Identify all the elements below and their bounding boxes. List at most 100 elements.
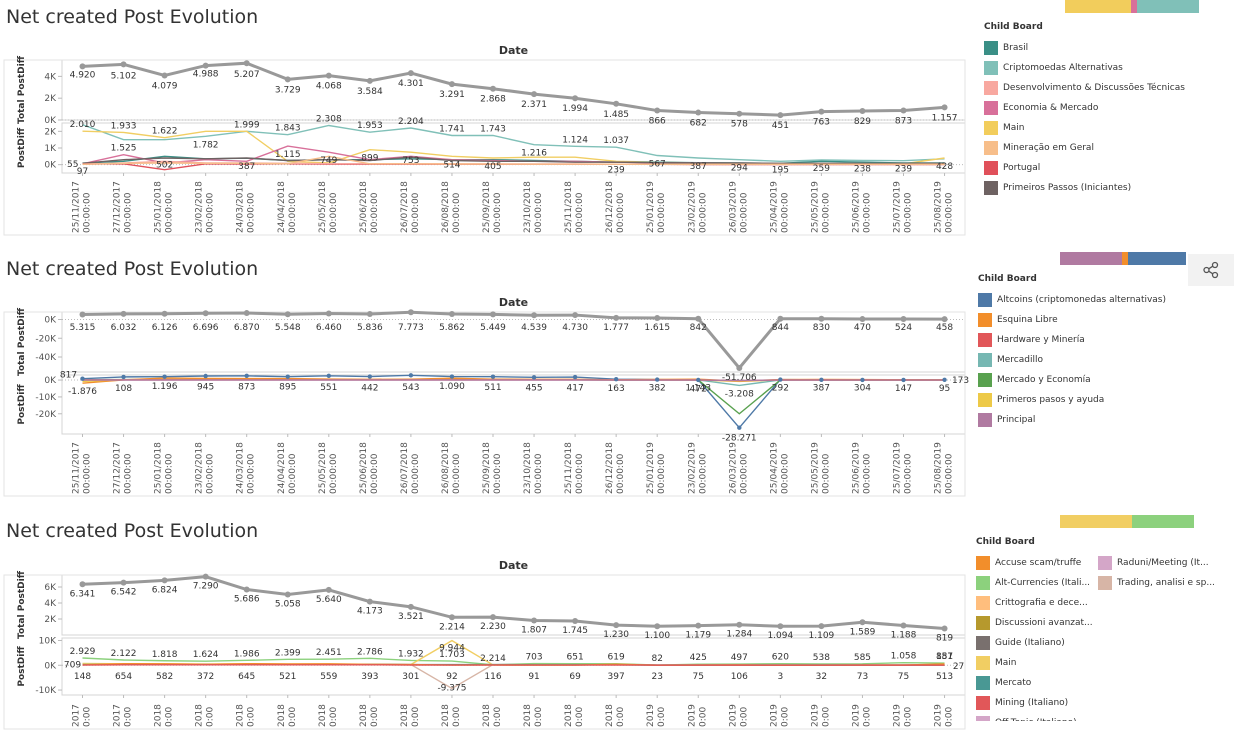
legend-item[interactable]: Mercadillo — [978, 350, 1166, 370]
x-tick-label: 25/01/2018 — [154, 181, 164, 233]
y-axis-title-bottom: PostDiff — [17, 127, 27, 168]
total-point — [243, 60, 250, 67]
legend-swatch — [978, 293, 992, 307]
series-data-label: 428 — [936, 162, 953, 172]
x-tick-label: 0:00 — [945, 707, 955, 727]
series-point — [449, 374, 455, 379]
legend-item[interactable]: Mercato — [976, 673, 1094, 693]
series-point — [819, 377, 824, 383]
total-point — [161, 577, 168, 584]
series-data-label: 147 — [895, 384, 912, 394]
total-data-label: 1.615 — [644, 323, 670, 333]
legend-item[interactable]: Main — [976, 653, 1094, 673]
x-tick-label: 00:00:00 — [739, 192, 749, 233]
legend-swatch — [984, 121, 998, 135]
legend-item[interactable]: Trading, analisi e sp... — [1098, 573, 1215, 593]
x-tick-label: 00:00:00 — [247, 453, 257, 494]
total-point — [202, 62, 209, 69]
total-point — [161, 310, 168, 317]
legend-label: Mineração em Geral — [1003, 143, 1094, 153]
series-data-label: 654 — [115, 672, 132, 682]
y-tick-label: 10K — [39, 636, 57, 646]
series-data-label: 108 — [115, 384, 132, 394]
legend-item[interactable]: Mercado y Economía — [978, 370, 1166, 390]
legend-item[interactable]: Primeros pasos y ayuda — [978, 390, 1166, 410]
legend-item[interactable]: Portugal — [984, 158, 1185, 178]
series-data-label: 1.196 — [152, 382, 178, 392]
total-point — [736, 621, 743, 628]
legend-item[interactable]: Primeiros Passos (Iniciantes) — [984, 178, 1185, 198]
x-tick-label: 00:00:00 — [698, 192, 708, 233]
series-data-label: 397 — [608, 672, 625, 682]
x-tick-label: 25/05/2019 — [810, 181, 820, 233]
series-line — [82, 124, 945, 163]
legend-item[interactable]: Crittografia e dece... — [976, 593, 1094, 613]
dashboard-title-2: Net created Post Evolution — [6, 258, 259, 280]
x-tick-label: 24/04/2018 — [277, 442, 287, 494]
legend-item[interactable]: Mineração em Geral — [984, 138, 1185, 158]
series-data-label: -1.876 — [68, 387, 97, 397]
total-line — [82, 310, 945, 371]
legend-item[interactable]: Hardware y Minería — [978, 330, 1166, 350]
legend-label: Main — [1003, 123, 1025, 133]
series-data-label: 163 — [608, 384, 625, 394]
legend-item[interactable]: Guide (Italiano) — [976, 633, 1094, 653]
x-tick-label: 0:00 — [739, 707, 749, 727]
total-data-label: 5.640 — [316, 595, 342, 605]
series-data-label: 645 — [238, 672, 255, 682]
y-tick-label: -20K — [35, 334, 57, 344]
y-tick-label: 1K — [44, 144, 57, 154]
legend-item[interactable]: Raduni/Meeting (It... — [1098, 553, 1215, 573]
y-tick-label: -40K — [35, 353, 57, 363]
legend-item[interactable]: Esquina Libre — [978, 310, 1166, 330]
x-tick-label: 2018 — [318, 704, 328, 727]
legend-item[interactable]: Brasil — [984, 38, 1185, 58]
y-tick-label: -10K — [35, 393, 57, 403]
series-data-label: 582 — [156, 672, 173, 682]
legend-label: Altcoins (criptomonedas alternativas) — [997, 295, 1167, 305]
legend-item[interactable]: Off-Topic (Italiano) — [976, 713, 1094, 721]
legend-item[interactable]: Principal — [978, 410, 1166, 430]
legend-label: Off-Topic (Italiano) — [995, 718, 1077, 721]
total-data-label: 5.862 — [439, 323, 465, 333]
total-data-label: 6.870 — [234, 323, 260, 333]
legend-item[interactable]: Alt-Currencies (Itali... — [976, 573, 1094, 593]
total-data-label: 1.994 — [562, 104, 588, 114]
x-tick-label: 0:00 — [370, 707, 380, 727]
x-tick-label: 0:00 — [411, 707, 421, 727]
total-data-label: 682 — [690, 119, 707, 129]
series-data-label: 521 — [279, 672, 296, 682]
series-point — [572, 374, 578, 380]
series-data-label: 27 — [953, 662, 964, 672]
legend-label: Mercado y Economía — [997, 375, 1091, 385]
total-data-label: 1.807 — [521, 626, 547, 636]
total-data-label: 6.341 — [70, 589, 96, 599]
series-point — [942, 377, 947, 382]
x-tick-label: 26/12/2018 — [605, 442, 615, 494]
series-data-label: 749 — [320, 156, 337, 166]
total-point — [407, 309, 414, 316]
total-point — [941, 625, 948, 632]
share-button[interactable] — [1188, 254, 1234, 286]
total-point — [695, 109, 702, 116]
x-tick-label: 2019 — [728, 704, 738, 727]
legend-item[interactable]: Mining (Italiano) — [976, 693, 1094, 713]
series-data-label: 301 — [402, 672, 419, 682]
total-data-label: 2.214 — [439, 622, 465, 632]
legend-item[interactable]: Accuse scam/truffe — [976, 553, 1094, 573]
x-tick-label: 23/02/2018 — [195, 442, 205, 494]
total-point — [859, 316, 866, 323]
legend-item[interactable]: Main — [984, 118, 1185, 138]
series-data-label: 372 — [197, 672, 214, 682]
chart-frame — [3, 311, 966, 497]
y-axis-title-bottom: PostDiff — [17, 646, 27, 687]
legend-item[interactable]: Economia & Mercado — [984, 98, 1185, 118]
legend-item[interactable]: Criptomoedas Alternativas — [984, 58, 1185, 78]
series-data-label: 442 — [361, 383, 378, 393]
legend-item[interactable]: Discussioni avanzat... — [976, 613, 1094, 633]
series-data-label: 1.986 — [234, 649, 260, 659]
legend-item[interactable]: Desenvolvimento & Discussões Técnicas — [984, 78, 1185, 98]
total-point — [448, 311, 455, 318]
x-tick-label: 2018 — [195, 704, 205, 727]
legend-item[interactable]: Altcoins (criptomonedas alternativas) — [978, 290, 1166, 310]
